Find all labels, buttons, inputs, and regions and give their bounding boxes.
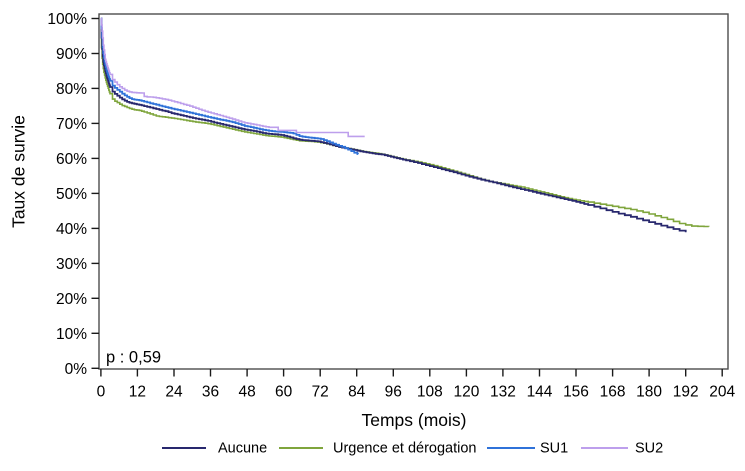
svg-text:84: 84 bbox=[348, 384, 366, 401]
svg-text:Aucune: Aucune bbox=[218, 441, 267, 457]
svg-text:60%: 60% bbox=[56, 151, 87, 168]
svg-text:96: 96 bbox=[385, 384, 402, 401]
svg-text:80%: 80% bbox=[56, 81, 87, 98]
svg-text:90%: 90% bbox=[56, 46, 87, 63]
svg-text:144: 144 bbox=[527, 384, 553, 401]
svg-text:0%: 0% bbox=[65, 361, 88, 378]
svg-text:156: 156 bbox=[563, 384, 589, 401]
svg-text:24: 24 bbox=[165, 384, 183, 401]
svg-text:132: 132 bbox=[490, 384, 516, 401]
svg-text:Urgence et dérogation: Urgence et dérogation bbox=[333, 441, 477, 457]
svg-text:60: 60 bbox=[275, 384, 293, 401]
svg-text:168: 168 bbox=[600, 384, 626, 401]
svg-text:48: 48 bbox=[238, 384, 255, 401]
svg-text:Taux de survie: Taux de survie bbox=[9, 115, 29, 228]
svg-text:30%: 30% bbox=[56, 256, 87, 273]
svg-text:Temps (mois): Temps (mois) bbox=[361, 410, 466, 430]
svg-text:72: 72 bbox=[312, 384, 329, 401]
svg-text:180: 180 bbox=[636, 384, 662, 401]
svg-text:SU2: SU2 bbox=[635, 441, 663, 457]
svg-text:12: 12 bbox=[129, 384, 146, 401]
svg-text:10%: 10% bbox=[56, 326, 87, 343]
svg-text:SU1: SU1 bbox=[540, 441, 568, 457]
svg-text:0: 0 bbox=[97, 384, 106, 401]
svg-text:100%: 100% bbox=[47, 11, 87, 28]
svg-text:50%: 50% bbox=[56, 186, 87, 203]
svg-text:40%: 40% bbox=[56, 221, 87, 238]
svg-text:120: 120 bbox=[453, 384, 479, 401]
svg-text:20%: 20% bbox=[56, 291, 87, 308]
svg-text:108: 108 bbox=[417, 384, 443, 401]
svg-text:70%: 70% bbox=[56, 116, 87, 133]
svg-text:192: 192 bbox=[673, 384, 699, 401]
svg-text:36: 36 bbox=[202, 384, 219, 401]
svg-text:204: 204 bbox=[709, 384, 735, 401]
svg-text:p : 0,59: p : 0,59 bbox=[106, 349, 161, 367]
